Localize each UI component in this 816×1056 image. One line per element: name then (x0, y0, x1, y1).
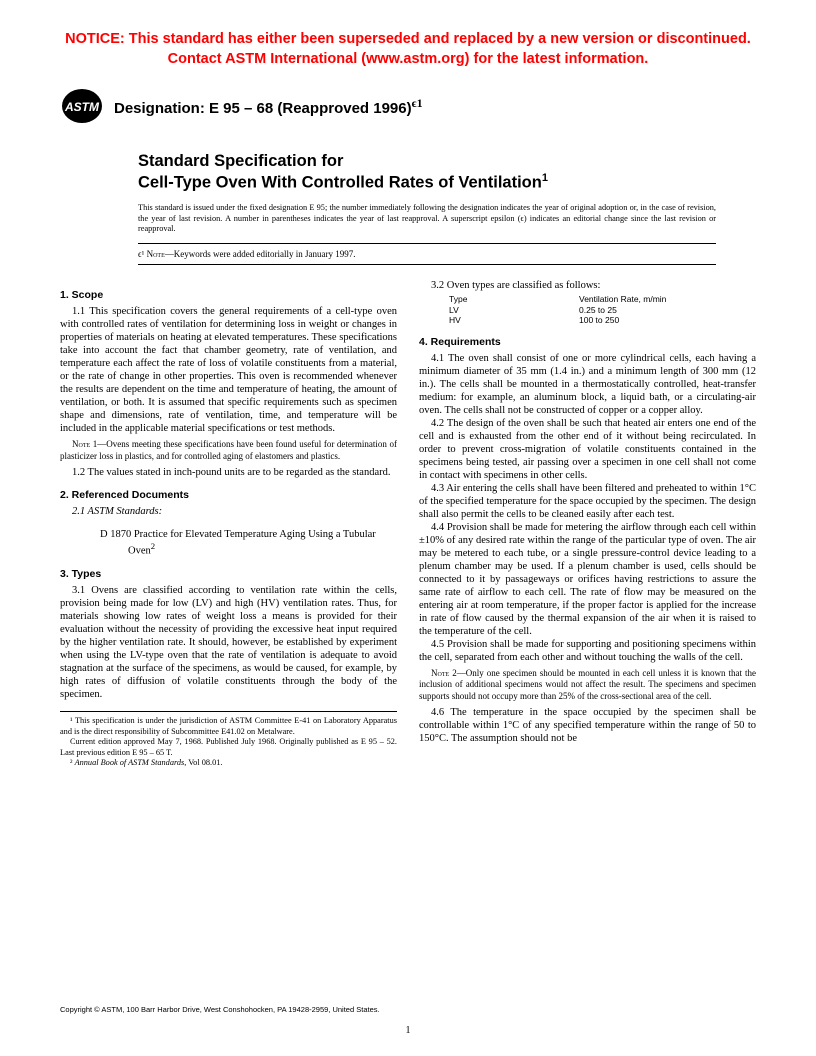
para-4-4: 4.4 Provision shall be made for metering… (419, 521, 756, 638)
epsilon-note-label: ϵ¹ (138, 249, 147, 259)
note-1-label: Note 1 (72, 439, 97, 449)
table-head-type: Type (449, 294, 579, 305)
table-cell: 100 to 250 (579, 315, 619, 326)
title-sup: 1 (542, 172, 548, 184)
table-row: LV 0.25 to 25 (449, 305, 756, 316)
footnote-2-post: , Vol 08.01. (184, 758, 222, 767)
section-2-head: 2. Referenced Documents (60, 489, 397, 502)
ref-text: D 1870 Practice for Elevated Temperature… (100, 529, 376, 557)
para-4-2: 4.2 The design of the oven shall be such… (419, 417, 756, 482)
footnote-2-italic: Annual Book of ASTM Standards (75, 758, 185, 767)
note-2: Note 2—Only one specimen should be mount… (419, 668, 756, 701)
table-row: Type Ventilation Rate, m/min (449, 294, 756, 305)
para-3-2: 3.2 Oven types are classified as follows… (419, 279, 756, 292)
section-3-head: 3. Types (60, 568, 397, 581)
designation-text: Designation: E 95 – 68 (Reapproved 1996)… (114, 96, 423, 117)
body-columns: 1. Scope 1.1 This specification covers t… (60, 279, 756, 768)
title-block: Standard Specification for Cell-Type Ove… (138, 151, 716, 235)
para-4-6: 4.6 The temperature in the space occupie… (419, 706, 756, 745)
title-line2: Cell-Type Oven With Controlled Rates of … (138, 173, 542, 191)
notice-banner: NOTICE: This standard has either been su… (60, 30, 756, 69)
section-1-head: 1. Scope (60, 289, 397, 302)
para-3-1: 3.1 Ovens are classified according to ve… (60, 584, 397, 701)
footnote-1b: Current edition approved May 7, 1968. Pu… (60, 737, 397, 758)
epsilon-note-caps: Note (147, 249, 165, 259)
epsilon-note-block: ϵ¹ Note—Keywords were added editorially … (138, 243, 716, 265)
note-1-text: —Ovens meeting these specifications have… (60, 439, 397, 460)
para-2-1: 2.1 ASTM Standards: (60, 505, 397, 518)
document-title: Standard Specification for Cell-Type Ove… (138, 151, 716, 193)
para-4-1: 4.1 The oven shall consist of one or mor… (419, 352, 756, 417)
para-1-2: 1.2 The values stated in inch-pound unit… (60, 466, 397, 479)
table-cell: LV (449, 305, 579, 316)
table-row: HV 100 to 250 (449, 315, 756, 326)
svg-text:ASTM: ASTM (64, 100, 100, 114)
designation-label: Designation: E 95 – 68 (Reapproved 1996) (114, 100, 412, 117)
designation-epsilon: ϵ1 (412, 96, 423, 110)
copyright-footer: Copyright © ASTM, 100 Barr Harbor Drive,… (60, 1005, 380, 1014)
note-1: Note 1—Ovens meeting these specification… (60, 439, 397, 461)
ref-sup: 2 (151, 541, 155, 551)
footnotes-block: ¹ This specification is under the jurisd… (60, 711, 397, 768)
para-4-5: 4.5 Provision shall be made for supporti… (419, 638, 756, 664)
section-4-head: 4. Requirements (419, 336, 756, 349)
header-row: ASTM Designation: E 95 – 68 (Reapproved … (60, 87, 756, 125)
ref-d1870: D 1870 Practice for Elevated Temperature… (88, 528, 397, 558)
astm-logo-icon: ASTM (60, 87, 104, 125)
title-line1: Standard Specification for (138, 152, 343, 170)
footnote-1: ¹ This specification is under the jurisd… (60, 716, 397, 737)
table-cell: HV (449, 315, 579, 326)
note-2-text: —Only one specimen should be mounted in … (419, 668, 756, 700)
page-number: 1 (0, 1025, 816, 1036)
table-cell: 0.25 to 25 (579, 305, 617, 316)
adoption-note: This standard is issued under the fixed … (138, 203, 716, 235)
footnote-2: ² Annual Book of ASTM Standards, Vol 08.… (60, 758, 397, 768)
oven-type-table: Type Ventilation Rate, m/min LV 0.25 to … (449, 294, 756, 326)
epsilon-note-text: —Keywords were added editorially in Janu… (165, 249, 356, 259)
para-4-3: 4.3 Air entering the cells shall have be… (419, 482, 756, 521)
para-1-1: 1.1 This specification covers the genera… (60, 305, 397, 435)
note-2-label: Note 2 (431, 668, 457, 678)
notice-line2: Contact ASTM International (www.astm.org… (168, 51, 649, 67)
notice-line1: NOTICE: This standard has either been su… (65, 31, 751, 47)
table-head-rate: Ventilation Rate, m/min (579, 294, 666, 305)
